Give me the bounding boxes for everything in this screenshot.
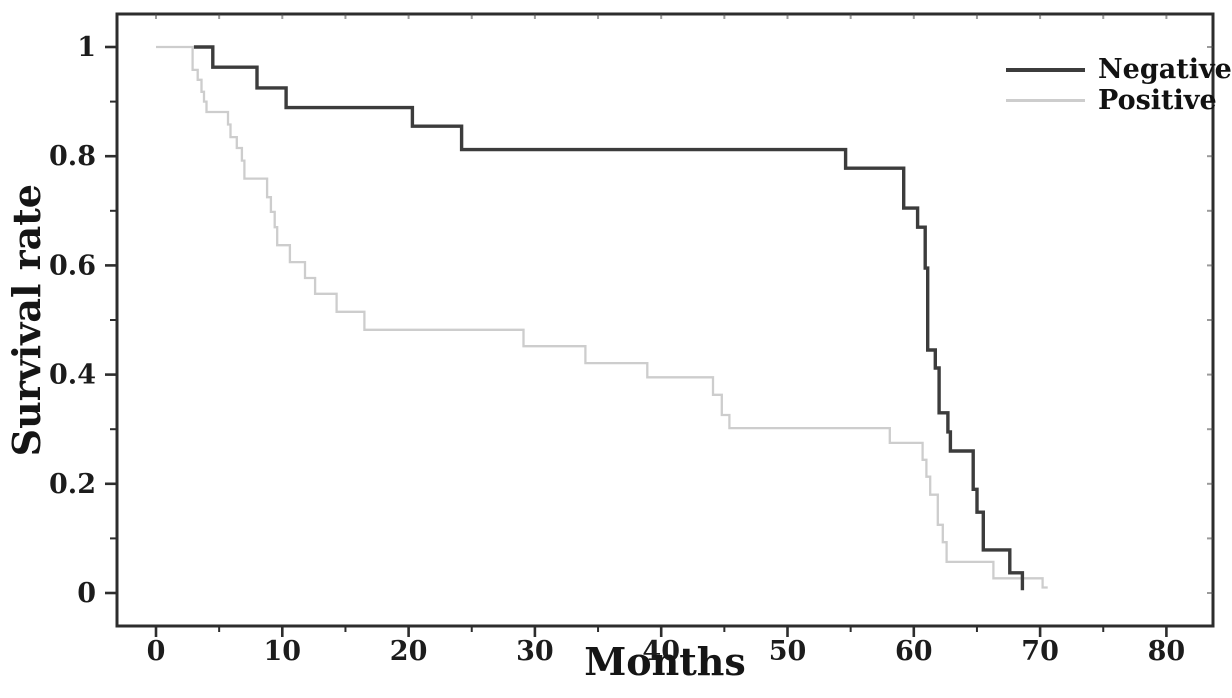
y-axis-tick-label: 0	[77, 578, 96, 609]
y-axis-tick-label: 1	[77, 32, 96, 63]
legend: Negative Positive	[1006, 54, 1232, 116]
x-axis-tick-label: 10	[264, 636, 302, 667]
y-axis-tick-label: 0.2	[49, 469, 96, 500]
legend-item-negative: Negative	[1006, 54, 1232, 85]
y-axis-tick-label: 0.6	[49, 250, 96, 281]
x-axis-tick-label: 20	[390, 636, 428, 667]
curve-negative	[193, 45, 1025, 591]
x-axis-tick-label: 70	[1021, 636, 1059, 667]
legend-label-negative: Negative	[1098, 54, 1232, 85]
legend-item-positive: Positive	[1006, 85, 1232, 116]
y-axis-title: Survival rate	[3, 183, 49, 457]
negative-line-swatch	[1006, 67, 1085, 72]
positive-line-swatch	[1006, 99, 1085, 102]
y-axis-tick-label: 0.4	[49, 360, 96, 391]
y-axis-tick-label: 0.8	[49, 141, 96, 172]
y-axis-title-wrap: Survival rate	[0, 14, 52, 626]
x-axis-tick-label: 0	[147, 636, 166, 667]
legend-label-positive: Positive	[1098, 85, 1217, 116]
x-axis-tick-label: 80	[1148, 636, 1186, 667]
curve-positive	[156, 45, 1048, 589]
x-axis-tick-label: 50	[769, 636, 807, 667]
x-axis-tick-label: 40	[642, 636, 680, 667]
x-axis-title: Months	[584, 639, 746, 684]
x-axis-tick-label: 60	[895, 636, 933, 667]
x-axis-tick-label: 30	[516, 636, 554, 667]
